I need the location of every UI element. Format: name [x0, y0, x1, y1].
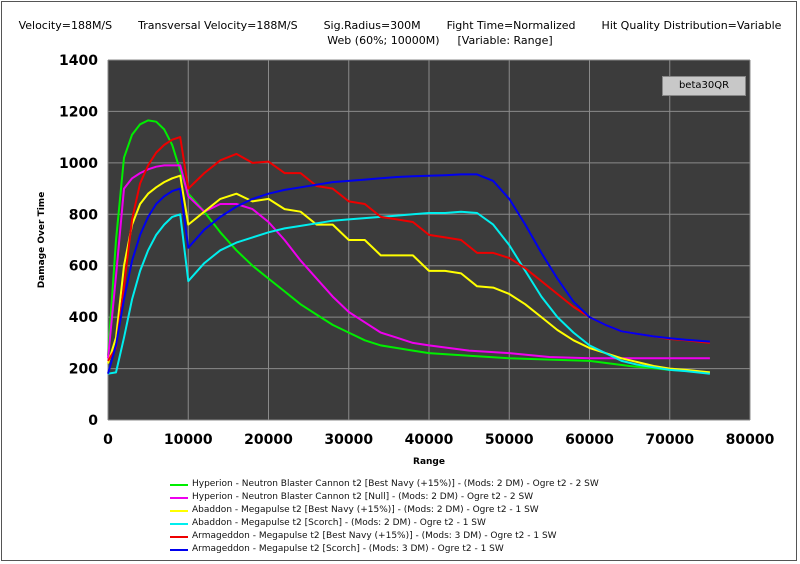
legend-item: Armageddon - Megapulse t2 [Scorch] - (Mo… [170, 543, 599, 556]
x-tick-label: 40000 [405, 432, 454, 448]
y-tick-label: 800 [69, 207, 98, 223]
y-tick-label: 600 [69, 259, 98, 275]
chart-badge: beta30QR [662, 76, 746, 96]
legend-swatch [170, 509, 188, 512]
x-tick-label: 80000 [726, 432, 775, 448]
legend-item: Abaddon - Megapulse t2 [Scorch] - (Mods:… [170, 517, 599, 530]
legend-item: Hyperion - Neutron Blaster Cannon t2 [Be… [170, 478, 599, 491]
legend-swatch [170, 548, 188, 551]
legend-label: Hyperion - Neutron Blaster Cannon t2 [Be… [192, 479, 599, 489]
x-tick-label: 60000 [565, 432, 614, 448]
legend-item: Hyperion - Neutron Blaster Cannon t2 [Nu… [170, 491, 599, 504]
velocity-label: Velocity=188M/S [18, 19, 113, 32]
x-tick-label: 50000 [485, 432, 534, 448]
x-tick-label: 10000 [164, 432, 213, 448]
legend-item: Armageddon - Megapulse t2 [Best Navy (+1… [170, 530, 599, 543]
x-tick-label: 20000 [244, 432, 293, 448]
y-tick-label: 1000 [59, 156, 98, 172]
x-tick-label: 70000 [645, 432, 694, 448]
fight-time-label: Fight Time=Normalized [446, 19, 576, 32]
y-tick-label: 1200 [59, 104, 98, 120]
gridlines [107, 59, 751, 421]
chart-header: Velocity=188M/S Transversal Velocity=188… [0, 18, 800, 48]
hit-quality-label: Hit Quality Distribution=Variable [601, 19, 782, 32]
header-row-1: Velocity=188M/S Transversal Velocity=188… [0, 18, 800, 33]
y-tick-label: 200 [69, 362, 98, 378]
y-axis-label: Damage Over Time [37, 192, 47, 289]
series-line-3 [107, 174, 711, 374]
legend-swatch [170, 522, 188, 525]
y-tick-label: 0 [88, 413, 98, 429]
legend-swatch [170, 483, 188, 486]
legend-label: Abaddon - Megapulse t2 [Scorch] - (Mods:… [192, 518, 486, 528]
tick-labels: 0 10000 20000 30000 40000 50000 60000 70000 8000… [59, 53, 775, 448]
legend-swatch [170, 535, 188, 538]
header-row-2: Web (60%; 10000M) [Variable: Range] [80, 33, 800, 48]
legend-label: Armageddon - Megapulse t2 [Best Navy (+1… [192, 531, 557, 541]
y-tick-label: 1400 [59, 53, 98, 69]
x-axis-label: Range [413, 457, 445, 467]
series-line-4 [107, 210, 711, 375]
x-tick-label: 0 [103, 432, 113, 448]
series-line-2 [107, 164, 710, 360]
legend-label: Armageddon - Megapulse t2 [Scorch] - (Mo… [192, 544, 504, 554]
legend-item: Abaddon - Megapulse t2 [Best Navy (+15%)… [170, 504, 599, 517]
legend-swatch [170, 496, 188, 499]
legend-label: Hyperion - Neutron Blaster Cannon t2 [Nu… [192, 492, 534, 502]
series-layer [107, 119, 711, 375]
series-line-6 [107, 173, 710, 374]
legend: Hyperion - Neutron Blaster Cannon t2 [Be… [170, 478, 599, 556]
transversal-velocity-label: Transversal Velocity=188M/S [138, 19, 298, 32]
variable-label: [Variable: Range] [457, 34, 553, 47]
web-label: Web (60%; 10000M) [327, 34, 440, 47]
x-tick-label: 30000 [324, 432, 373, 448]
y-tick-label: 400 [69, 310, 98, 326]
legend-label: Abaddon - Megapulse t2 [Best Navy (+15%)… [192, 505, 539, 515]
sig-radius-label: Sig.Radius=300M [323, 19, 421, 32]
series-line-1 [107, 119, 710, 374]
